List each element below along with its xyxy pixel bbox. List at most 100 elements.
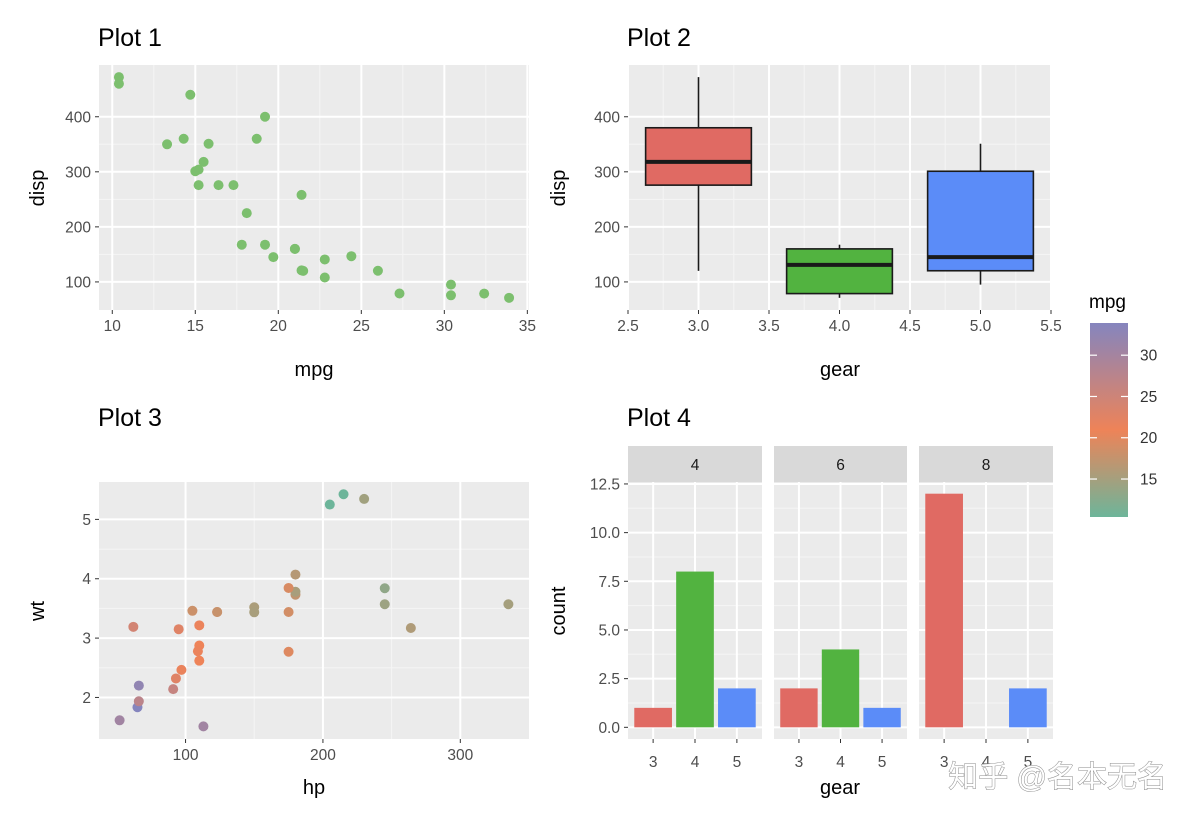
plot-1-point	[445, 290, 456, 301]
plot-3-point	[249, 607, 260, 618]
plot-2-x-tick-label: 5.0	[970, 318, 992, 335]
plot-4-y-tick-label: 12.5	[590, 476, 620, 493]
plot-3-point	[194, 620, 205, 631]
plot-3-x-tick-label: 200	[310, 747, 336, 764]
plot-1-x-tick-label: 20	[270, 318, 288, 335]
plot-4-x-tick-label: 4	[982, 754, 991, 771]
plot-4-y-tick-label: 7.5	[598, 574, 620, 591]
plot-1-panel	[99, 65, 529, 310]
plot-4-facet-strip	[774, 446, 907, 482]
plot-1-x-tick-label: 35	[519, 318, 536, 335]
plot-1-y-tick-label: 400	[65, 109, 91, 126]
plot-3-point	[359, 493, 370, 504]
plot-4-facet-strip	[628, 446, 762, 482]
plot-4-bar	[1009, 688, 1047, 728]
plot-1-point	[479, 288, 490, 299]
plot-3-point	[176, 664, 187, 675]
plot-4-facet-strip	[919, 446, 1053, 482]
plot-4-x-tick-label: 5	[733, 754, 742, 771]
plot-1-point	[251, 133, 262, 144]
plot-3-x-tick-label: 100	[173, 747, 199, 764]
plot-4-facet-label: 6	[836, 457, 845, 474]
plot-3-point	[114, 715, 125, 726]
plot-4-x-tick-label: 5	[1024, 754, 1033, 771]
plot-1-y-tick-label: 300	[65, 164, 91, 181]
plot-3-point	[283, 606, 294, 617]
plot-4-bar	[821, 649, 860, 728]
plot-4-x-tick-label: 5	[878, 754, 887, 771]
plot-3-y-tick-label: 3	[82, 631, 91, 648]
plot-4-y-axis-title: count	[548, 586, 570, 635]
plot-1-point	[445, 279, 456, 290]
plot-4-title: Plot 4	[627, 404, 691, 432]
plot-1-point	[260, 239, 271, 250]
plot-1-point	[296, 265, 307, 276]
plot-1-x-tick-label: 30	[436, 318, 454, 335]
plot-1-point	[296, 189, 307, 200]
legend-tick-label: 20	[1140, 430, 1158, 447]
plot-4-x-tick-label: 3	[649, 754, 658, 771]
legend-title: mpg	[1089, 292, 1126, 313]
plot-1-point	[372, 265, 383, 276]
plot-3-point	[283, 646, 294, 657]
plot-3-panel	[99, 482, 529, 739]
plot-3-y-axis-title: wt	[27, 601, 49, 622]
plot-1-point	[236, 239, 247, 250]
plot-2-title: Plot 2	[627, 24, 691, 52]
legend-colorbar	[1090, 323, 1128, 517]
plot-1-y-tick-label: 100	[65, 274, 91, 291]
plot-1: Plot 1 10 15 20 25 30 35 100 200 300 400 mpg dis…	[27, 24, 536, 381]
plot-4-y-tick-label: 2.5	[598, 671, 620, 688]
plot-1-x-tick-label: 10	[104, 318, 122, 335]
plot-2-box	[926, 170, 1035, 272]
plot-3-title: Plot 3	[98, 404, 162, 432]
plot-1-point	[346, 251, 357, 262]
plot-3-point	[283, 582, 294, 593]
plot-3-point	[187, 605, 198, 616]
plot-2-x-axis-title: gear	[820, 359, 860, 381]
plot-1-point	[193, 180, 204, 191]
plot-4-x-tick-label: 3	[940, 754, 949, 771]
plot-1-title: Plot 1	[98, 24, 162, 52]
plot-4-y-tick-label: 5.0	[598, 622, 620, 639]
plot-3-point	[212, 606, 223, 617]
plot-4-x-axis-title: gear	[820, 777, 860, 799]
plot-4-facet-label: 4	[691, 457, 700, 474]
plot-3-point	[133, 680, 144, 691]
plot-3-point	[192, 646, 203, 657]
plot-3-x-axis-title: hp	[303, 777, 325, 799]
plot-3-point	[324, 499, 335, 510]
plot-1-point	[178, 133, 189, 144]
plot-2-y-tick-label: 400	[594, 109, 620, 126]
plot-2-box	[644, 126, 753, 186]
plot-3-y-tick-label: 2	[82, 690, 91, 707]
plot-3-point	[290, 569, 301, 580]
plot-1-point	[319, 254, 330, 265]
plot-1-point	[394, 288, 405, 299]
plot-1-point	[289, 243, 300, 254]
plot-1-point	[162, 139, 173, 150]
plot-4-facet-label: 8	[982, 457, 991, 474]
plot-3-point	[133, 696, 144, 707]
plot-1-point	[198, 156, 209, 167]
mpg-legend: mpg 15 20 25 30	[1089, 292, 1158, 517]
plot-2-x-tick-label: 3.5	[758, 318, 780, 335]
plot-3-point	[379, 583, 390, 594]
plot-1-point	[241, 208, 252, 219]
plot-3-x-tick-label: 300	[447, 747, 473, 764]
plot-3-point	[170, 673, 181, 684]
plot-3-point	[338, 489, 349, 500]
plot-1-point	[504, 292, 515, 303]
plot-2-y-axis-title: disp	[548, 170, 570, 207]
plot-2-y-tick-label: 100	[594, 274, 620, 291]
plot-2-x-tick-label: 2.5	[617, 318, 639, 335]
plot-4-bar	[634, 707, 672, 728]
plot-2: Plot 2 2.5 3.0 3.5 4.0 4.5 5.0 5.5 100 200 300 40…	[548, 24, 1062, 381]
watermark-text: 知乎 @名本无名	[948, 761, 1167, 794]
plot-2-y-tick-label: 200	[594, 219, 620, 236]
plot-1-point	[213, 180, 224, 191]
plot-3-point	[128, 621, 139, 632]
plot-4-x-tick-label: 3	[795, 754, 804, 771]
plot-4-y-tick-label: 0.0	[598, 720, 620, 737]
